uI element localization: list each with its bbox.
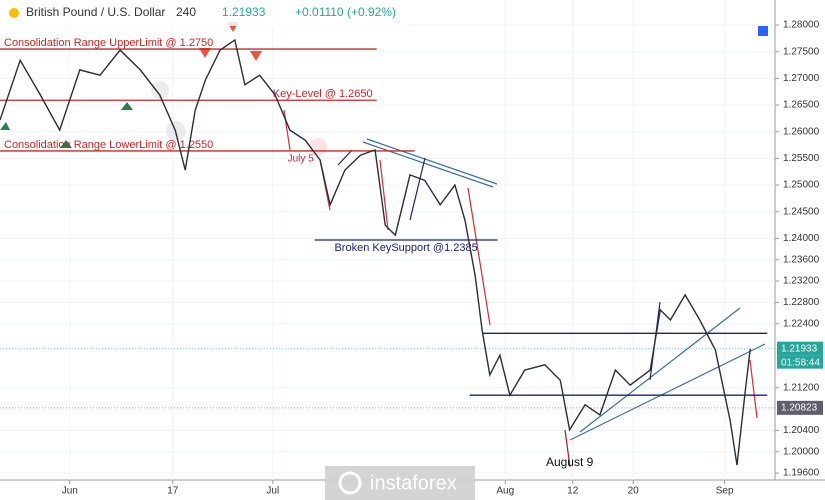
y-tick-label: 1.27000 xyxy=(783,73,820,84)
header-bg xyxy=(0,0,410,26)
y-tick-label: 1.27500 xyxy=(783,46,820,57)
annotation: July 5 xyxy=(288,154,315,165)
y-tick-label: 1.21200 xyxy=(783,382,820,393)
y-tick-label: 1.26000 xyxy=(783,126,820,137)
y-tick-label: 1.24500 xyxy=(783,206,820,217)
y-tick-label: 1.20000 xyxy=(783,446,820,457)
last-price: 1.21933 xyxy=(222,5,266,19)
price-badge-label: 1.20823 xyxy=(781,402,818,413)
y-tick-label: 1.19600 xyxy=(783,468,820,479)
watermark-logo xyxy=(338,471,362,495)
countdown: 01:58:44 xyxy=(781,357,820,368)
interval: 240 xyxy=(176,5,196,19)
symbol-icon xyxy=(9,8,19,18)
countdown-badge xyxy=(777,355,823,369)
level-label: Consolidation Range LowerLimit @ 1.2550 xyxy=(4,139,213,151)
price-change: +0.01110 (+0.92%) xyxy=(295,5,396,19)
level-label: Key-Level @ 1.2650 xyxy=(273,88,373,100)
price-badge-label: 1.21933 xyxy=(781,343,818,354)
level-label: Broken KeySupport @1.2385 xyxy=(334,242,477,254)
symbol-title: British Pound / U.S. Dollar xyxy=(26,5,165,19)
price-badge xyxy=(777,341,823,356)
y-tick-label: 1.25500 xyxy=(783,153,820,164)
y-tick-label: 1.28000 xyxy=(783,20,820,31)
y-tick-label: 1.22400 xyxy=(783,318,820,329)
x-tick-label: Aug xyxy=(496,486,514,497)
x-tick-label: 12 xyxy=(567,486,579,497)
x-tick-label: Jul xyxy=(266,486,279,497)
x-tick-label: 20 xyxy=(628,486,640,497)
x-tick-label: Sep xyxy=(716,486,734,497)
annotation: August 9 xyxy=(546,455,594,469)
x-tick-label: 17 xyxy=(167,486,179,497)
watermark: instaforex xyxy=(370,472,457,494)
x-tick-label: Jun xyxy=(62,486,78,497)
y-tick-label: 1.23200 xyxy=(783,276,820,287)
calendar-icon xyxy=(758,26,768,36)
y-tick-label: 1.24000 xyxy=(783,233,820,244)
y-tick-label: 1.25000 xyxy=(783,180,820,191)
price-badge xyxy=(777,400,823,415)
price-line xyxy=(0,38,751,466)
y-tick-label: 1.23600 xyxy=(783,254,820,265)
y-tick-label: 1.20400 xyxy=(783,425,820,436)
y-tick-label: 1.22800 xyxy=(783,297,820,308)
level-label: Consolidation Range UpperLimit @ 1.2750 xyxy=(4,37,213,49)
y-tick-label: 1.26500 xyxy=(783,100,820,111)
